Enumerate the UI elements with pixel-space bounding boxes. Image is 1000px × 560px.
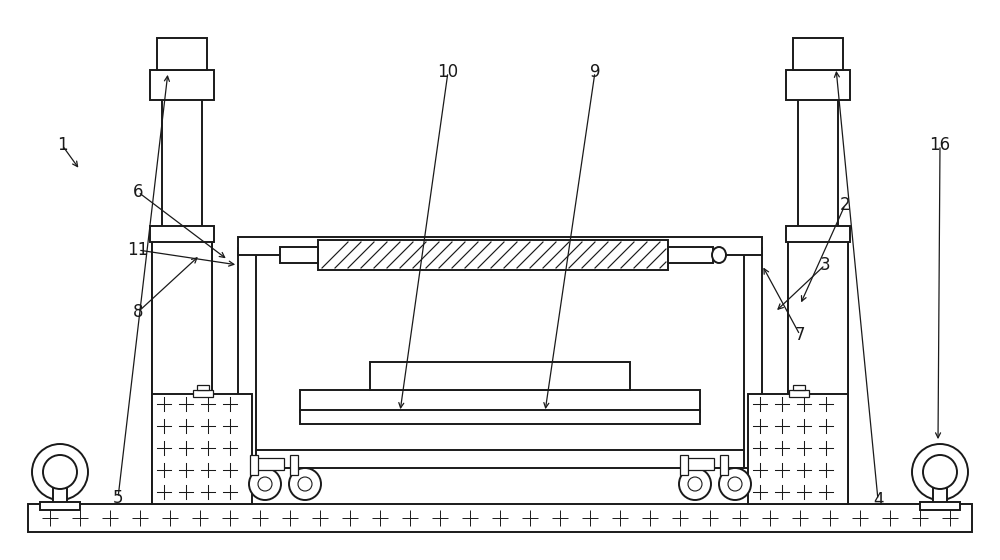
Ellipse shape	[712, 247, 726, 263]
Text: 4: 4	[873, 491, 883, 509]
Bar	[793, 385, 805, 390]
Text: 5: 5	[113, 489, 123, 507]
Bar	[238, 237, 762, 255]
Bar	[798, 74, 838, 504]
Bar	[256, 458, 284, 470]
Bar	[193, 390, 213, 397]
Bar	[150, 226, 214, 242]
Text: 7: 7	[795, 326, 805, 344]
Circle shape	[923, 455, 957, 489]
Text: 1: 1	[57, 136, 67, 154]
Circle shape	[298, 477, 312, 491]
Bar	[53, 480, 67, 504]
Bar	[230, 450, 770, 468]
Bar	[250, 455, 258, 475]
Bar	[152, 236, 212, 504]
Bar	[150, 70, 214, 100]
Text: 6: 6	[133, 183, 143, 201]
Bar	[370, 362, 630, 390]
Bar	[680, 455, 688, 475]
Bar	[786, 70, 850, 100]
Bar	[152, 234, 212, 504]
Text: 8: 8	[133, 303, 143, 321]
Circle shape	[32, 444, 88, 500]
Circle shape	[258, 477, 272, 491]
Bar	[152, 394, 252, 504]
Bar	[300, 410, 700, 424]
Bar	[238, 248, 256, 468]
Text: 10: 10	[437, 63, 459, 81]
Circle shape	[289, 468, 321, 500]
Bar	[197, 385, 209, 390]
Bar	[686, 458, 714, 470]
Text: 11: 11	[127, 241, 149, 259]
Bar	[788, 234, 848, 504]
Circle shape	[912, 444, 968, 500]
Bar	[933, 480, 947, 504]
Bar	[280, 247, 318, 263]
Bar	[744, 248, 762, 468]
Circle shape	[679, 468, 711, 500]
Circle shape	[43, 455, 77, 489]
Bar	[28, 504, 972, 532]
Bar	[318, 240, 668, 270]
Text: 2: 2	[840, 196, 850, 214]
Bar	[40, 502, 80, 510]
Text: 9: 9	[590, 63, 600, 81]
Bar	[157, 38, 207, 70]
Bar	[668, 247, 713, 263]
Bar	[789, 390, 809, 397]
Bar	[793, 38, 843, 70]
Text: 16: 16	[929, 136, 951, 154]
Bar	[920, 502, 960, 510]
Circle shape	[728, 477, 742, 491]
Text: 3: 3	[820, 256, 830, 274]
Bar	[748, 394, 848, 504]
Bar	[300, 390, 700, 412]
Bar	[290, 455, 298, 475]
Circle shape	[249, 468, 281, 500]
Bar	[162, 74, 202, 504]
Bar	[788, 236, 848, 504]
Bar	[720, 455, 728, 475]
Circle shape	[719, 468, 751, 500]
Circle shape	[688, 477, 702, 491]
Bar	[786, 226, 850, 242]
